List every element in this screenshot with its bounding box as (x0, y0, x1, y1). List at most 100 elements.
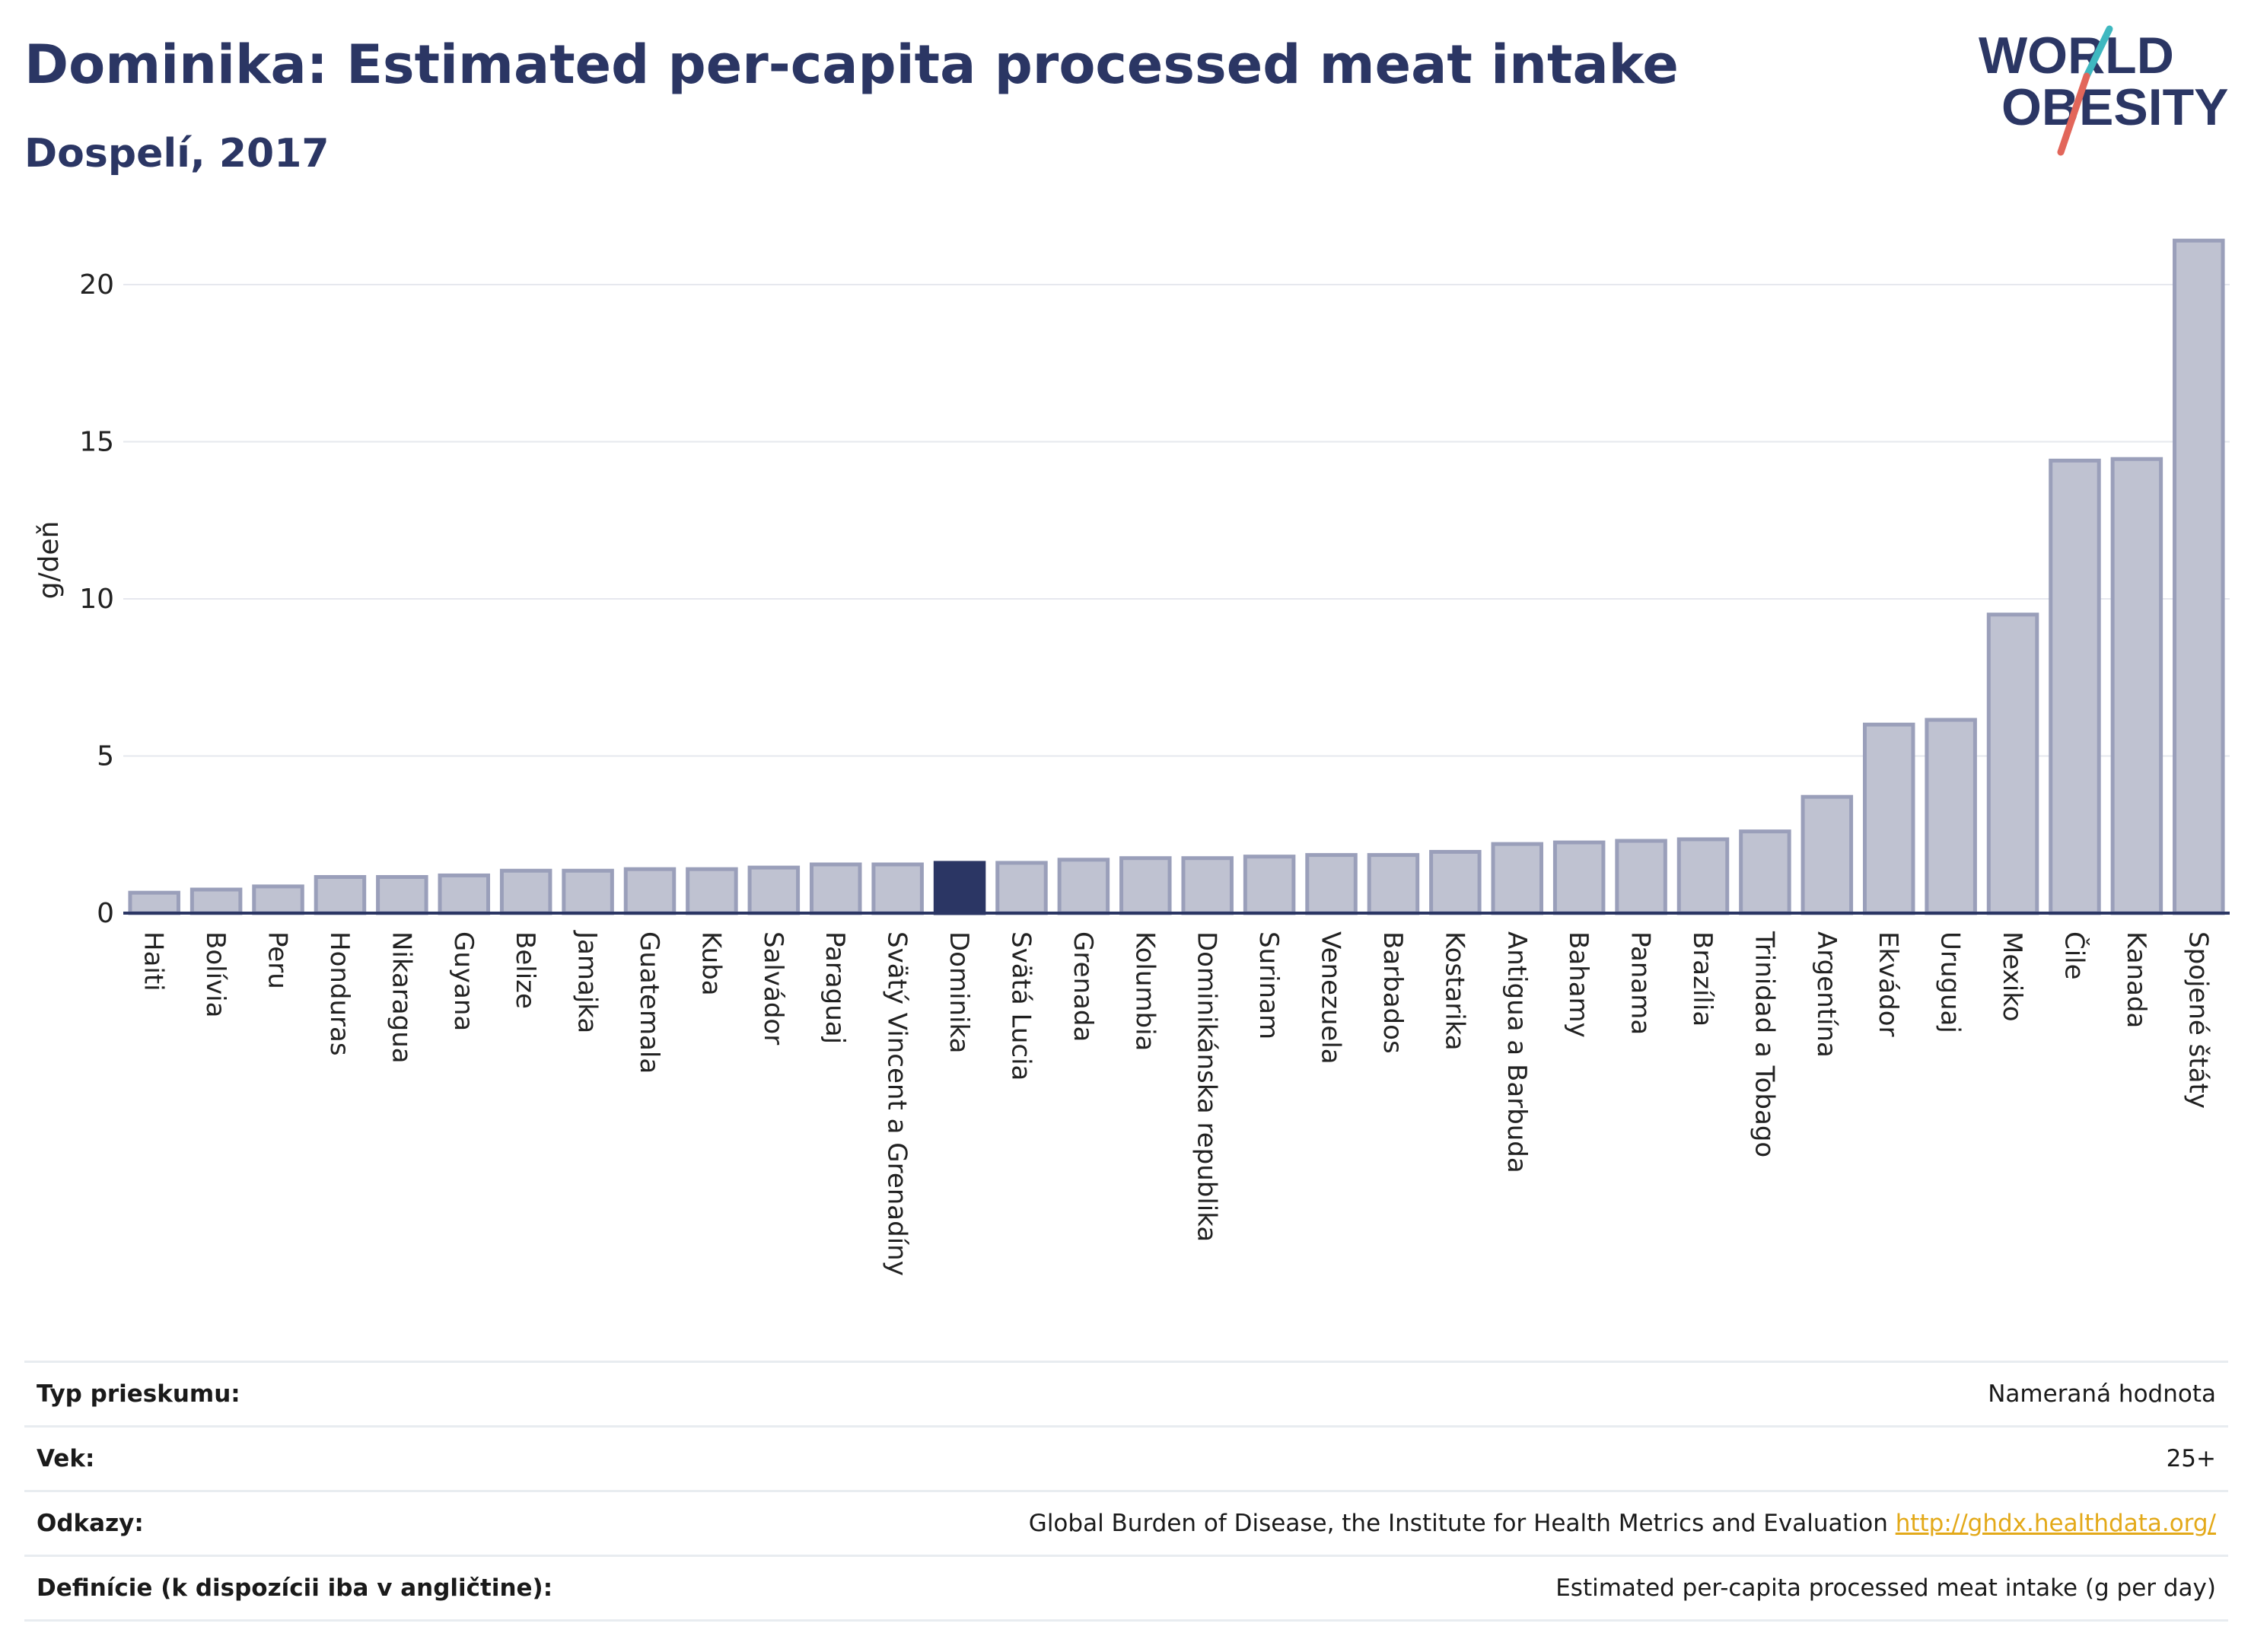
y-tick-label: 0 (97, 898, 114, 929)
info-label: Typ prieskumu: (37, 1380, 240, 1408)
x-tick-label: Kanada (2121, 931, 2151, 1028)
bar-chart: 0 5 10 15 20 g/deň Haiti Bolívia Peru Honduras Nik… (33, 238, 2230, 1276)
x-tick-label: Haiti (138, 931, 169, 992)
x-tick-label: Paraguaj (820, 931, 850, 1044)
bar (252, 884, 304, 915)
bar (499, 868, 552, 915)
info-row: Odkazy: Global Burden of Disease, the Ins… (24, 1490, 2228, 1555)
logo-line-2: OBESITY (2001, 78, 2229, 136)
bar (376, 875, 428, 915)
x-tick-label: Svätý Vincent a Grenadíny (882, 931, 912, 1276)
x-tick-label: Argentína (1811, 931, 1842, 1058)
bar (1862, 722, 1915, 915)
bar (686, 867, 738, 915)
bar (1986, 613, 2039, 915)
x-tick-label: Svätá Lucia (1005, 931, 1036, 1081)
bar (1243, 855, 1296, 915)
x-tick-label: Antigua a Barbuda (1501, 931, 1532, 1173)
info-value-text: 25+ (2166, 1445, 2216, 1472)
info-value: Global Burden of Disease, the Institute … (1029, 1510, 2216, 1537)
x-tick-label: Peru (263, 931, 293, 989)
info-label: Vek: (37, 1445, 95, 1472)
x-tick-label: Čile (2058, 931, 2090, 980)
bar (1367, 853, 1420, 915)
info-row: Vek: 25+ (24, 1425, 2228, 1490)
grid-lines (123, 284, 2230, 757)
bars (128, 238, 2225, 915)
logo-teal-slash (2083, 25, 2113, 80)
x-tick-label: Uruguaj (1935, 931, 1966, 1033)
bar (1181, 856, 1234, 915)
x-tick-label: Ekvádor (1873, 931, 1903, 1037)
bar (438, 873, 491, 915)
x-tick-label: Grenada (1068, 931, 1098, 1042)
chart-title: Dominika: Estimated per-capita processed… (24, 33, 1679, 96)
source-link[interactable]: http://ghdx.healthdata.org/ (1895, 1510, 2216, 1537)
bar (314, 875, 367, 915)
labels: 0 5 10 15 20 g/deň Haiti Bolívia Peru Honduras Nik… (33, 269, 2213, 1276)
x-tick-label: Brazília (1687, 931, 1718, 1027)
bar (128, 890, 180, 915)
bar (562, 868, 614, 915)
bar (2173, 238, 2225, 915)
bar (2110, 457, 2163, 915)
chart-subtitle: Dospelí, 2017 (24, 131, 330, 177)
x-tick-label: Kuba (696, 931, 726, 996)
info-row: Typ prieskumu: Nameraná hodnota (24, 1361, 2228, 1425)
bar (1739, 829, 1791, 915)
logo-line-1: WORLD (1979, 27, 2174, 84)
world-obesity-logo: WORLD OBESITY (1979, 25, 2229, 156)
x-tick-label: Honduras (324, 931, 355, 1056)
x-tick-label: Jamajka (572, 930, 603, 1033)
bar (1119, 856, 1172, 915)
x-tick-label: Kolumbia (1129, 931, 1160, 1051)
bar (623, 867, 677, 915)
info-label: Odkazy: (37, 1510, 144, 1537)
x-tick-label: Dominika (944, 931, 974, 1053)
bar (933, 861, 986, 915)
logo-red-slash (2057, 72, 2090, 156)
bar (871, 862, 924, 915)
bar (1305, 853, 1358, 915)
bar (1615, 839, 1667, 915)
x-tick-label: Venezuela (1316, 931, 1346, 1065)
bar (1429, 849, 1482, 915)
info-value-text: Global Burden of Disease, the Institute … (1028, 1510, 1888, 1537)
bar (1057, 858, 1110, 915)
x-tick-label: Dominikánska republika (1192, 931, 1222, 1242)
bar (2049, 458, 2101, 915)
x-tick-label: Trinidad a Tobago (1749, 931, 1779, 1157)
info-row: Definície (k dispozícii iba v angličtine… (24, 1555, 2228, 1622)
bar (1676, 837, 1730, 915)
y-tick-label: 5 (97, 741, 114, 772)
bar (1552, 840, 1606, 915)
bar (747, 865, 801, 915)
y-tick-label: 20 (79, 269, 114, 301)
bar (1925, 718, 1977, 915)
info-value: Estimated per-capita processed meat inta… (1555, 1574, 2216, 1602)
info-value: Nameraná hodnota (1988, 1380, 2216, 1408)
info-value-text: Nameraná hodnota (1988, 1380, 2216, 1408)
x-tick-label: Mexiko (1997, 931, 2027, 1022)
x-tick-label: Guyana (448, 931, 479, 1031)
bar (995, 861, 1048, 915)
x-tick-label: Bahamy (1563, 931, 1594, 1038)
x-tick-label: Surinam (1253, 931, 1284, 1039)
y-tick-label: 10 (79, 584, 114, 615)
bar (1800, 794, 1854, 915)
x-tick-label: Belize (510, 931, 540, 1009)
info-label: Definície (k dispozícii iba v angličtine… (37, 1574, 553, 1602)
info-table: Typ prieskumu: Nameraná hodnota Vek: 25+ Odk… (24, 1361, 2228, 1622)
x-tick-label: Kostarika (1439, 931, 1469, 1051)
x-tick-label: Barbados (1377, 931, 1408, 1054)
bar (809, 862, 862, 915)
x-tick-label: Salvádor (758, 931, 788, 1045)
x-tick-label: Spojené štáty (2183, 931, 2213, 1109)
x-tick-label: Bolívia (200, 931, 231, 1017)
y-tick-label: 15 (79, 427, 114, 458)
x-tick-label: Panama (1625, 931, 1656, 1035)
x-tick-label: Nikaragua (386, 931, 416, 1064)
bar (1491, 842, 1544, 915)
x-tick-label: Guatemala (634, 931, 664, 1074)
info-value-text: Estimated per-capita processed meat inta… (1555, 1574, 2216, 1602)
